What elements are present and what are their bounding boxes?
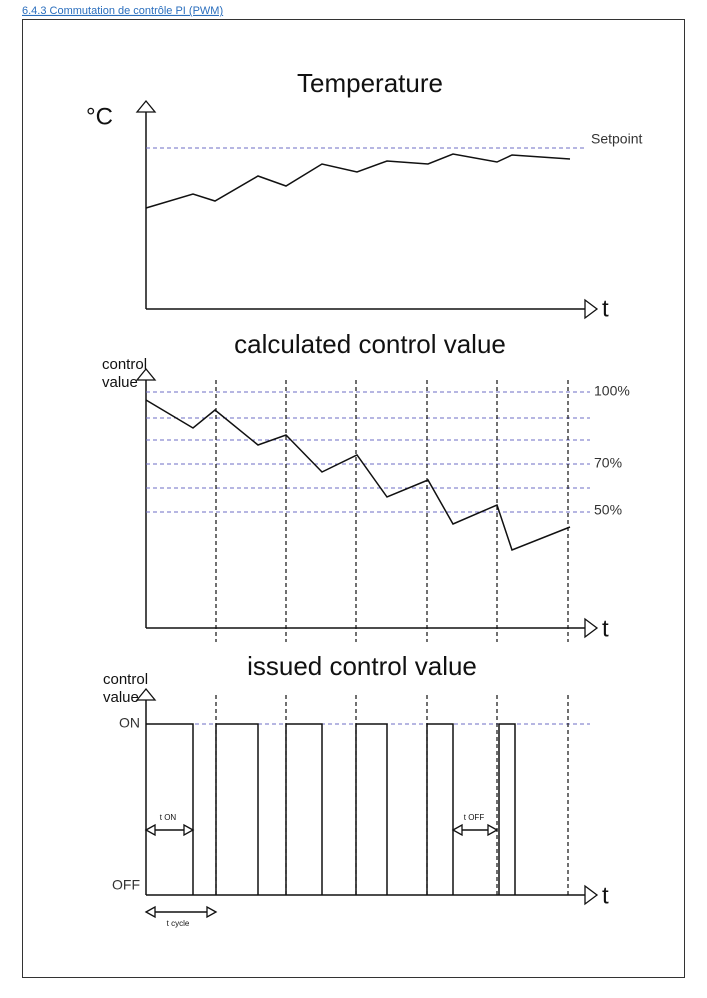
t-off-arrow bbox=[451, 823, 499, 837]
panel-title: issued control value bbox=[247, 651, 477, 681]
cycle-lines bbox=[215, 380, 569, 642]
y-label: value bbox=[103, 689, 139, 706]
temperature-curve bbox=[145, 153, 571, 209]
y-label: °C bbox=[86, 103, 113, 130]
arrow-head bbox=[135, 687, 157, 701]
t-on-arrow bbox=[144, 823, 195, 837]
level-label: 50% bbox=[594, 502, 622, 518]
y-label: value bbox=[102, 374, 138, 391]
t-cycle-label: t cycle bbox=[167, 919, 190, 928]
pwm-signal bbox=[146, 723, 516, 895]
arrow-head bbox=[584, 298, 599, 320]
temperature-panel: Temperature °C t Setpoint bbox=[86, 68, 642, 322]
calculated-panel: calculated control value control value t… bbox=[102, 329, 630, 642]
t-on-label: t ON bbox=[160, 813, 177, 822]
arrow-head bbox=[135, 99, 157, 113]
x-label: t bbox=[602, 295, 609, 322]
panel-title: calculated control value bbox=[234, 329, 506, 359]
x-label: t bbox=[602, 882, 609, 909]
control-curve bbox=[145, 399, 571, 551]
off-label: OFF bbox=[112, 877, 140, 893]
heading[interactable]: 6.4.3 Commutation de contrôle PI (PWM) bbox=[22, 5, 223, 17]
level-label: 100% bbox=[594, 383, 630, 399]
t-cycle-arrow bbox=[144, 905, 218, 919]
t-off-label: t OFF bbox=[464, 813, 485, 822]
setpoint-label: Setpoint bbox=[591, 131, 642, 147]
y-label: control bbox=[103, 671, 148, 688]
frame bbox=[22, 19, 685, 978]
y-label: control bbox=[102, 356, 147, 373]
level-label: 70% bbox=[594, 455, 622, 471]
panel-title: Temperature bbox=[297, 68, 443, 98]
level-lines bbox=[146, 391, 590, 513]
arrow-head bbox=[584, 884, 599, 906]
arrow-head bbox=[135, 367, 157, 381]
issued-panel: issued control value control value t ON … bbox=[103, 651, 609, 928]
arrow-head bbox=[584, 617, 599, 639]
x-label: t bbox=[602, 615, 609, 642]
on-label: ON bbox=[119, 715, 140, 731]
